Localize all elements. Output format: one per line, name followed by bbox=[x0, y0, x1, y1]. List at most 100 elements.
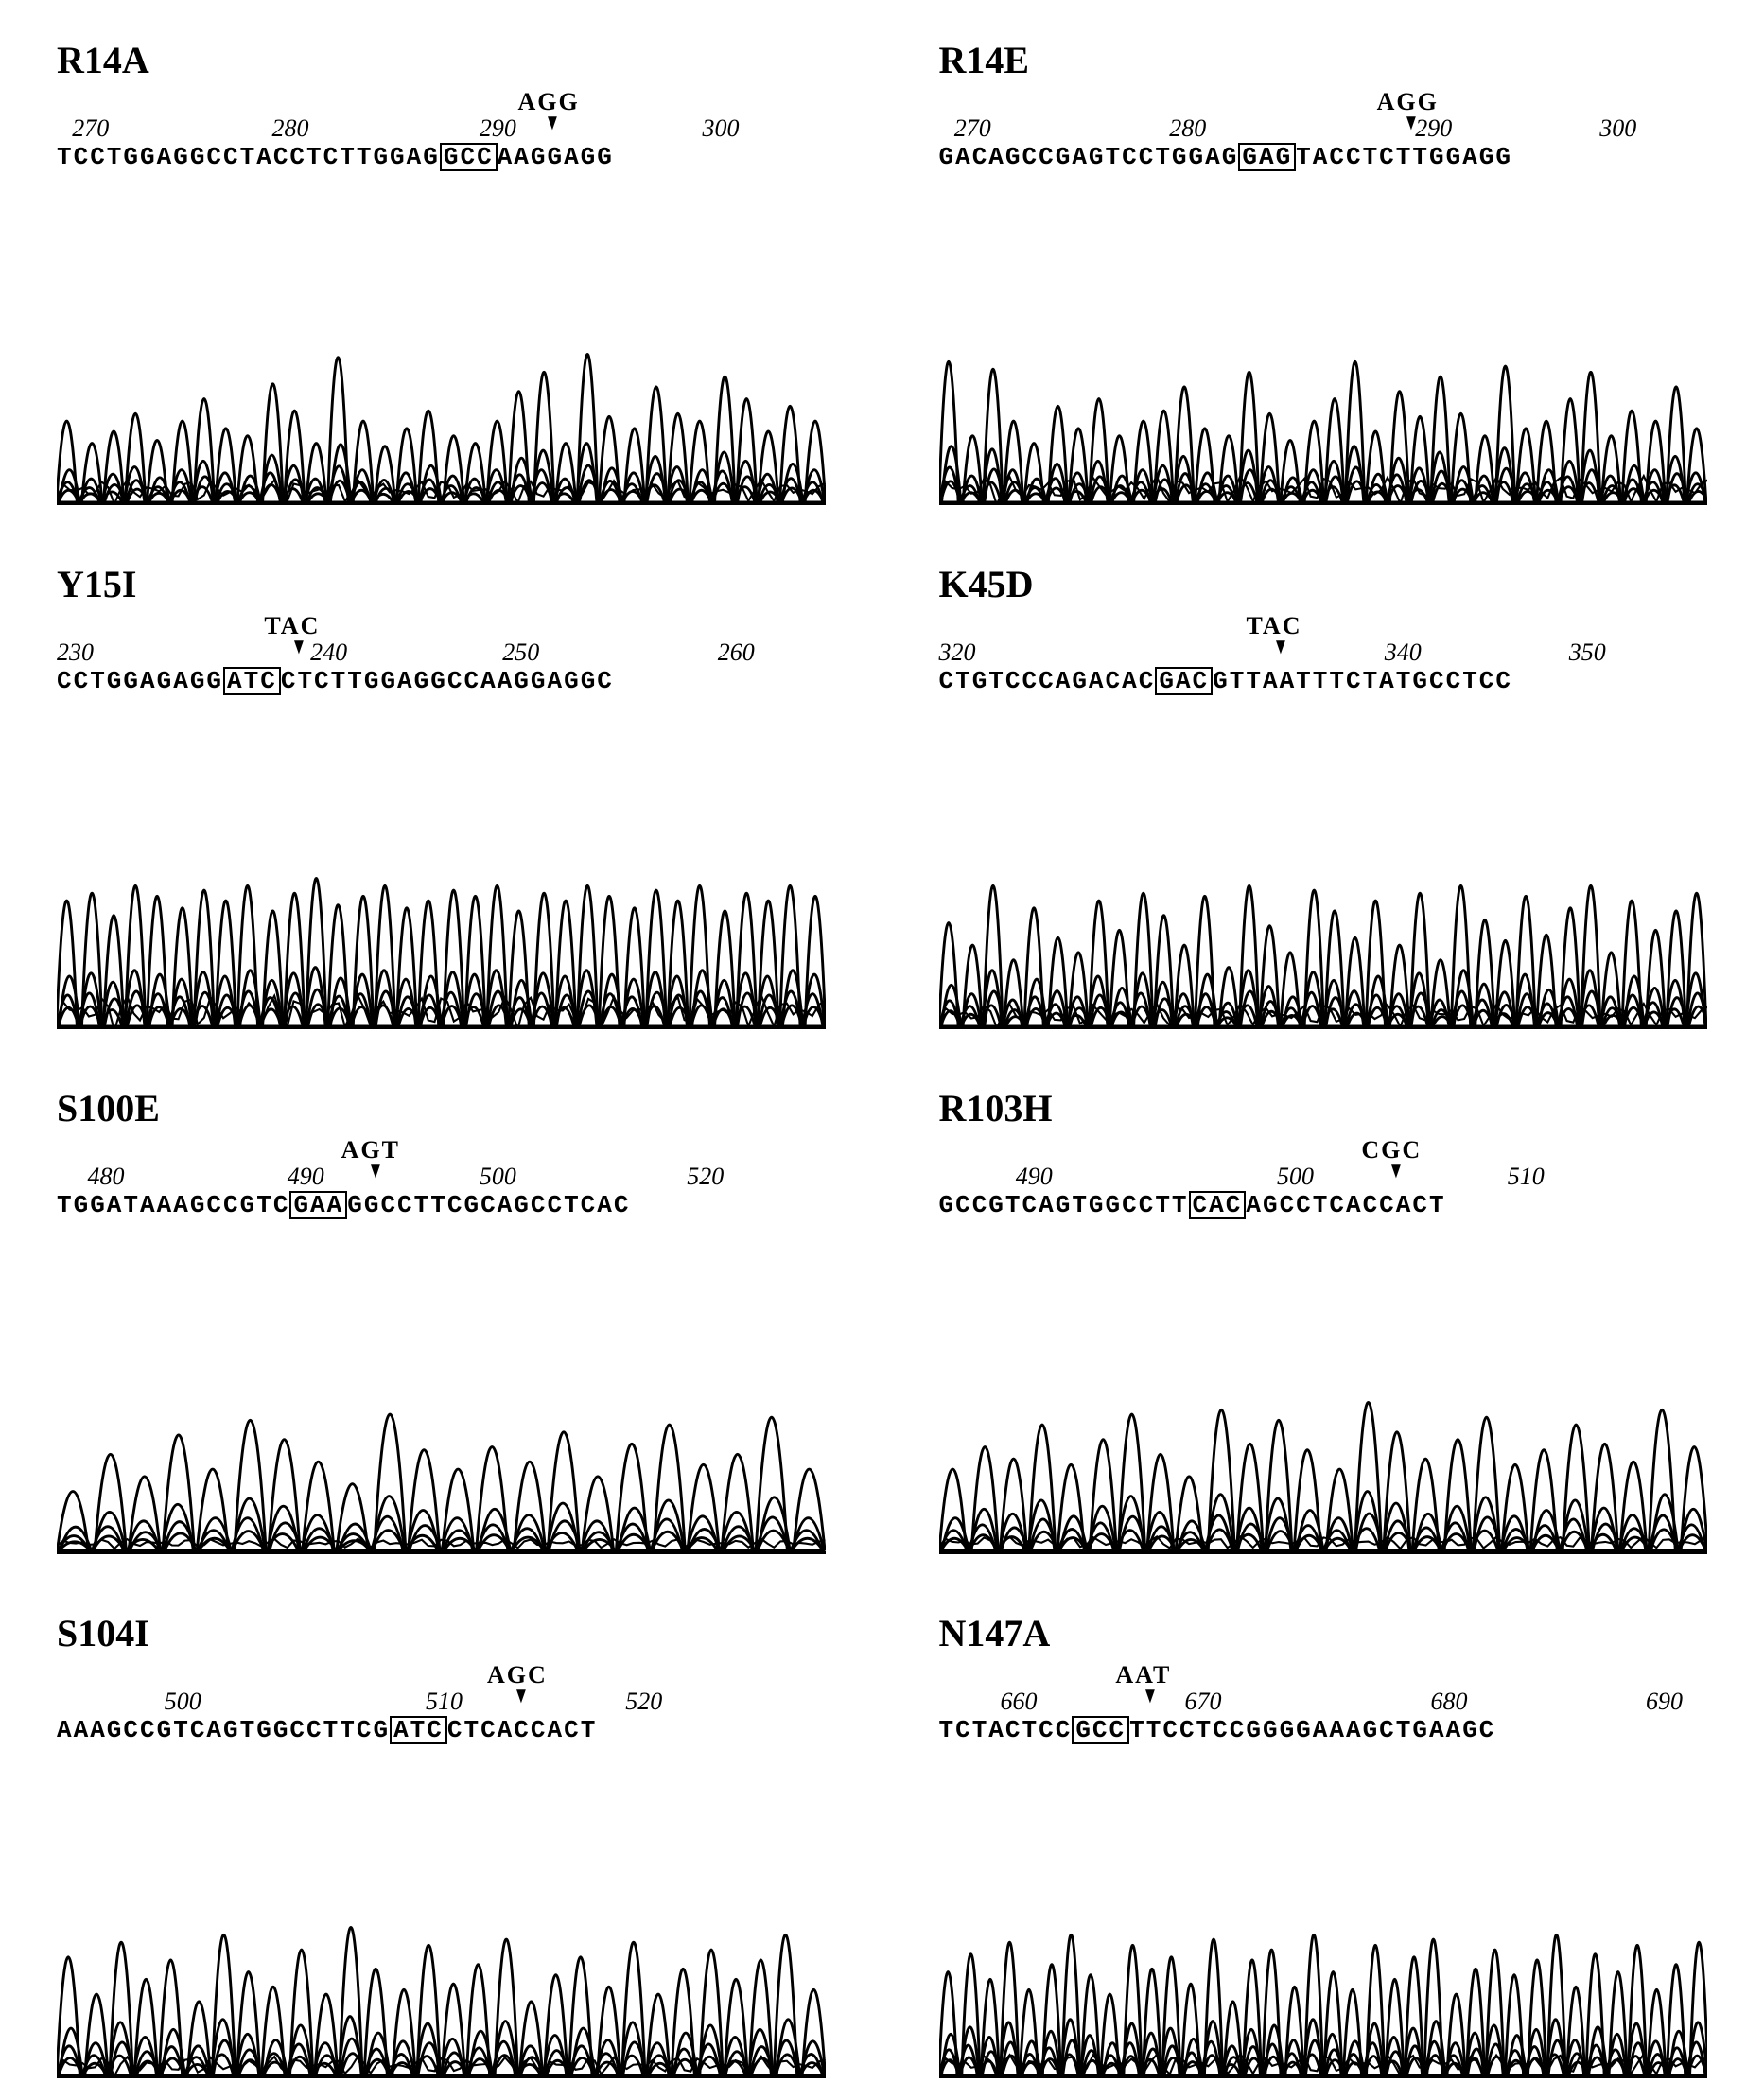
chromatogram-panel: S100EAGT▼480490500520TGGATAAAGCCGTCGAAGG… bbox=[57, 1086, 826, 1558]
seq-pre: GCCGTCAGTGGCCTT bbox=[939, 1191, 1189, 1219]
chromatogram-trace bbox=[939, 173, 1708, 510]
chromatogram-panel: Y15ITAC▼230240250260CCTGGAGAGGATCCTCTTGG… bbox=[57, 562, 826, 1034]
position-label: 230 bbox=[57, 639, 94, 667]
chromatogram-trace bbox=[939, 1221, 1708, 1558]
position-label: 280 bbox=[1169, 114, 1206, 143]
seq-pre: TCTACTCC bbox=[939, 1716, 1073, 1744]
mutation-title: R14A bbox=[57, 38, 826, 82]
mutation-title: R103H bbox=[939, 1086, 1708, 1130]
sequence-read: GCCGTCAGTGGCCTTCACAGCCTCACCACT bbox=[939, 1191, 1446, 1219]
seq-post: AGCCTCACCACT bbox=[1246, 1191, 1445, 1219]
mutation-arrow-icon: ▼ bbox=[544, 111, 560, 136]
mutated-codon-box: GCC bbox=[1072, 1716, 1129, 1744]
position-label: 680 bbox=[1431, 1688, 1468, 1716]
position-label: 270 bbox=[954, 114, 991, 143]
mutation-title: S100E bbox=[57, 1086, 826, 1130]
mutation-arrow-icon: ▼ bbox=[1142, 1684, 1158, 1709]
sequence-header: AAT▼660670680690TCTACTCCGCCTTCCTCCGGGGAA… bbox=[939, 1661, 1708, 1746]
position-label: 320 bbox=[939, 639, 976, 667]
position-label: 240 bbox=[310, 639, 347, 667]
mutation-title: N147A bbox=[939, 1611, 1708, 1655]
seq-post: TTCCTCCGGGGAAAGCTGAAGC bbox=[1129, 1716, 1495, 1744]
sequence-read: CCTGGAGAGGATCCTCTTGGAGGCCAAGGAGGC bbox=[57, 667, 614, 695]
mutation-title: R14E bbox=[939, 38, 1708, 82]
seq-pre: TCCTGGAGGCCTACCTCTTGGAG bbox=[57, 143, 440, 171]
position-label: 490 bbox=[1016, 1163, 1053, 1191]
sequence-header: AGG▼270280290300GACAGCCGAGTCCTGGAGGAGTAC… bbox=[939, 88, 1708, 173]
mutation-arrow-icon: ▼ bbox=[514, 1684, 530, 1709]
chromatogram-trace bbox=[57, 173, 826, 510]
position-label: 500 bbox=[165, 1688, 201, 1716]
position-label: 250 bbox=[502, 639, 539, 667]
sequence-header: CGC▼490500510GCCGTCAGTGGCCTTCACAGCCTCACC… bbox=[939, 1136, 1708, 1221]
mutation-arrow-icon: ▼ bbox=[368, 1159, 384, 1184]
chromatogram-trace bbox=[57, 1746, 826, 2083]
seq-post: CTCACCACT bbox=[447, 1716, 597, 1744]
chromatogram-panel: R14EAGG▼270280290300GACAGCCGAGTCCTGGAGGA… bbox=[939, 38, 1708, 510]
position-label: 300 bbox=[703, 114, 740, 143]
sequence-read: AAAGCCGTCAGTGGCCTTCGATCCTCACCACT bbox=[57, 1716, 597, 1744]
position-label: 500 bbox=[1277, 1163, 1314, 1191]
mutated-codon-box: GAG bbox=[1238, 143, 1296, 171]
position-label: 660 bbox=[1001, 1688, 1038, 1716]
sequence-read: TCTACTCCGCCTTCCTCCGGGGAAAGCTGAAGC bbox=[939, 1716, 1496, 1744]
sequence-header: AGG▼270280290300TCCTGGAGGCCTACCTCTTGGAGG… bbox=[57, 88, 826, 173]
mutated-codon-box: GAA bbox=[289, 1191, 347, 1219]
position-label: 520 bbox=[625, 1688, 662, 1716]
sequence-read: TCCTGGAGGCCTACCTCTTGGAGGCCAAGGAGG bbox=[57, 143, 614, 171]
position-label: 260 bbox=[718, 639, 755, 667]
chromatogram-panel: R14AAGG▼270280290300TCCTGGAGGCCTACCTCTTG… bbox=[57, 38, 826, 510]
mutation-title: K45D bbox=[939, 562, 1708, 606]
seq-post: TACCTCTTGGAGG bbox=[1296, 143, 1512, 171]
sequence-read: CTGTCCCAGACACGACGTTAATTTCTATGCCTCC bbox=[939, 667, 1513, 695]
seq-pre: TGGATAAAGCCGTC bbox=[57, 1191, 289, 1219]
seq-pre: CTGTCCCAGACAC bbox=[939, 667, 1156, 695]
chromatogram-trace bbox=[57, 697, 826, 1034]
seq-post: CTCTTGGAGGCCAAGGAGGC bbox=[281, 667, 614, 695]
position-label: 520 bbox=[687, 1163, 724, 1191]
sequence-read: GACAGCCGAGTCCTGGAGGAGTACCTCTTGGAGG bbox=[939, 143, 1513, 171]
position-label: 490 bbox=[288, 1163, 324, 1191]
mutated-codon-box: GCC bbox=[440, 143, 498, 171]
position-label: 480 bbox=[88, 1163, 125, 1191]
chromatogram-panel: R103HCGC▼490500510GCCGTCAGTGGCCTTCACAGCC… bbox=[939, 1086, 1708, 1558]
seq-post: GTTAATTTCTATGCCTCC bbox=[1213, 667, 1512, 695]
position-label: 290 bbox=[480, 114, 516, 143]
chromatogram-panel: K45DTAC▼320340350CTGTCCCAGACACGACGTTAATT… bbox=[939, 562, 1708, 1034]
mutated-codon-box: GAC bbox=[1155, 667, 1213, 695]
chromatogram-trace bbox=[57, 1221, 826, 1558]
position-label: 500 bbox=[480, 1163, 516, 1191]
sequence-read: TGGATAAAGCCGTCGAAGGCCTTCGCAGCCTCAC bbox=[57, 1191, 631, 1219]
mutation-title: S104I bbox=[57, 1611, 826, 1655]
position-label: 350 bbox=[1569, 639, 1606, 667]
chromatogram-panel: N147AAAT▼660670680690TCTACTCCGCCTTCCTCCG… bbox=[939, 1611, 1708, 2083]
chromatogram-panel: S104IAGC▼500510520AAAGCCGTCAGTGGCCTTCGAT… bbox=[57, 1611, 826, 2083]
position-label: 510 bbox=[426, 1688, 463, 1716]
sequence-header: TAC▼230240250260CCTGGAGAGGATCCTCTTGGAGGC… bbox=[57, 612, 826, 697]
mutated-codon-box: ATC bbox=[223, 667, 281, 695]
mutation-title: Y15I bbox=[57, 562, 826, 606]
mutation-arrow-icon: ▼ bbox=[1272, 635, 1288, 660]
seq-post: AAGGAGG bbox=[498, 143, 614, 171]
position-label: 290 bbox=[1415, 114, 1452, 143]
seq-pre: GACAGCCGAGTCCTGGAG bbox=[939, 143, 1239, 171]
mutation-arrow-icon: ▼ bbox=[1388, 1159, 1404, 1184]
seq-pre: AAAGCCGTCAGTGGCCTTCG bbox=[57, 1716, 390, 1744]
sequence-header: AGT▼480490500520TGGATAAAGCCGTCGAAGGCCTTC… bbox=[57, 1136, 826, 1221]
sequence-header: TAC▼320340350CTGTCCCAGACACGACGTTAATTTCTA… bbox=[939, 612, 1708, 697]
position-label: 340 bbox=[1385, 639, 1422, 667]
mutated-codon-box: ATC bbox=[390, 1716, 447, 1744]
sequence-header: AGC▼500510520AAAGCCGTCAGTGGCCTTCGATCCTCA… bbox=[57, 1661, 826, 1746]
mutation-arrow-icon: ▼ bbox=[290, 635, 306, 660]
position-label: 300 bbox=[1599, 114, 1636, 143]
chromatogram-trace bbox=[939, 697, 1708, 1034]
position-label: 270 bbox=[72, 114, 109, 143]
mutated-codon-box: CAC bbox=[1189, 1191, 1247, 1219]
position-label: 510 bbox=[1508, 1163, 1545, 1191]
chromatogram-trace bbox=[939, 1746, 1708, 2083]
position-label: 280 bbox=[272, 114, 309, 143]
seq-post: GGCCTTCGCAGCCTCAC bbox=[347, 1191, 630, 1219]
position-label: 670 bbox=[1185, 1688, 1222, 1716]
position-label: 690 bbox=[1646, 1688, 1683, 1716]
seq-pre: CCTGGAGAGG bbox=[57, 667, 223, 695]
